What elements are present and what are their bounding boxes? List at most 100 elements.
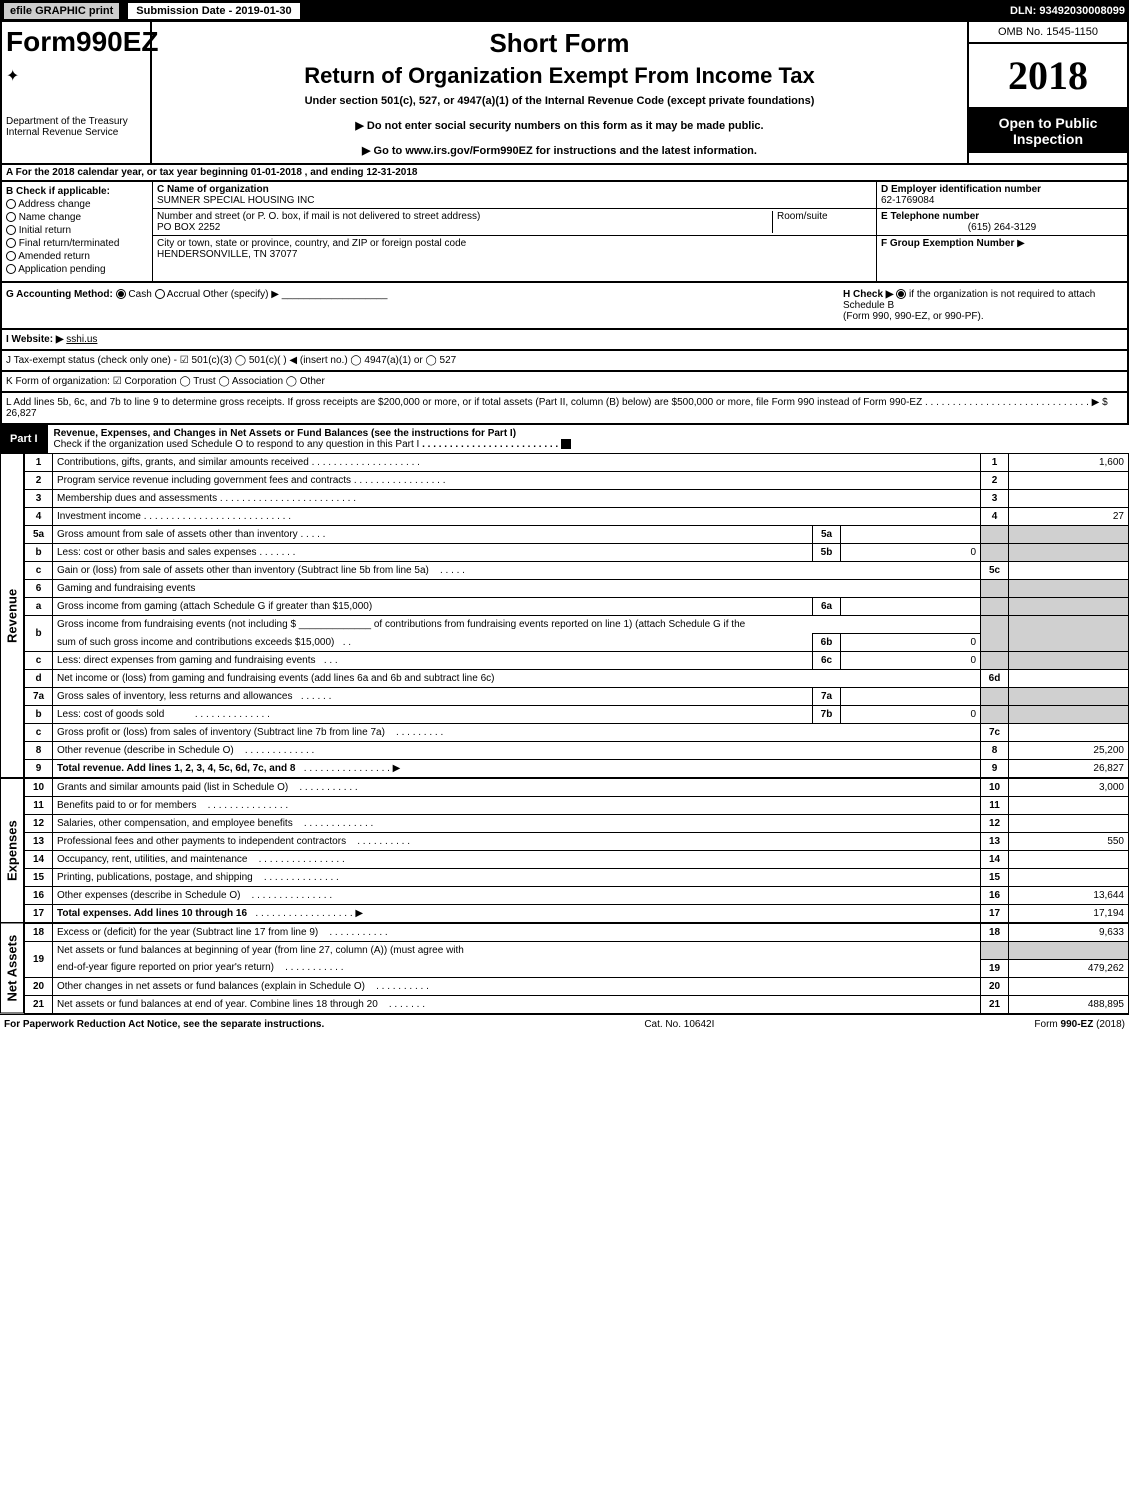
- l4-rval: 27: [1009, 508, 1129, 526]
- ein-box: D Employer identification number 62-1769…: [877, 182, 1127, 209]
- other-label: Other (specify) ▶: [203, 289, 279, 300]
- l15-rnum: 15: [981, 869, 1009, 887]
- l7a-shaded: [981, 688, 1009, 706]
- h-label: H Check ▶: [843, 289, 893, 300]
- line-19-2: end-of-year figure reported on prior yea…: [25, 959, 1129, 977]
- line-17: 17Total expenses. Add lines 10 through 1…: [25, 905, 1129, 923]
- l19-shaded-val: [1009, 942, 1129, 960]
- l12-num: 12: [25, 815, 53, 833]
- l12-desc: Salaries, other compensation, and employ…: [53, 815, 981, 833]
- l6c-desc: Less: direct expenses from gaming and fu…: [53, 652, 813, 670]
- footer-left: For Paperwork Reduction Act Notice, see …: [4, 1019, 324, 1030]
- line-19-1: 19Net assets or fund balances at beginni…: [25, 942, 1129, 960]
- l6-num: 6: [25, 580, 53, 598]
- l19-rnum: 19: [981, 959, 1009, 977]
- l14-rnum: 14: [981, 851, 1009, 869]
- l6a-shaded: [981, 598, 1009, 616]
- l16-num: 16: [25, 887, 53, 905]
- g-label: G Accounting Method:: [6, 289, 113, 300]
- l6d-rval: [1009, 670, 1129, 688]
- line-8: 8Other revenue (describe in Schedule O) …: [25, 742, 1129, 760]
- l13-rnum: 13: [981, 833, 1009, 851]
- ein-value: 62-1769084: [881, 195, 934, 206]
- l19-num: 19: [25, 942, 53, 978]
- website-value[interactable]: sshi.us: [66, 334, 97, 345]
- dept-info: Department of the Treasury Internal Reve…: [6, 116, 146, 138]
- line-5a: 5aGross amount from sale of assets other…: [25, 526, 1129, 544]
- top-bar: efile GRAPHIC print Submission Date - 20…: [0, 0, 1129, 22]
- l3-num: 3: [25, 490, 53, 508]
- l21-rval: 488,895: [1009, 995, 1129, 1013]
- l6a-mval: [841, 598, 981, 616]
- l6-shaded: [981, 580, 1009, 598]
- revenue-table: 1Contributions, gifts, grants, and simil…: [24, 453, 1129, 778]
- l20-rnum: 20: [981, 977, 1009, 995]
- header-right: OMB No. 1545-1150 2018 Open to Public In…: [967, 22, 1127, 163]
- line-1: 1Contributions, gifts, grants, and simil…: [25, 454, 1129, 472]
- section-b: B Check if applicable: Address change Na…: [0, 182, 1129, 283]
- amended-return-checkbox[interactable]: Amended return: [6, 251, 148, 262]
- address-change-checkbox[interactable]: Address change: [6, 199, 148, 210]
- l7b-mval: 0: [841, 706, 981, 724]
- l11-desc: Benefits paid to or for members . . . . …: [53, 797, 981, 815]
- l18-num: 18: [25, 924, 53, 942]
- dept-label: Department of the Treasury: [6, 116, 146, 127]
- l19-rval: 479,262: [1009, 959, 1129, 977]
- l-text: L Add lines 5b, 6c, and 7b to line 9 to …: [6, 397, 922, 408]
- org-info: C Name of organization SUMNER SPECIAL HO…: [152, 182, 877, 281]
- l19-desc2: end-of-year figure reported on prior yea…: [53, 959, 981, 977]
- l4-num: 4: [25, 508, 53, 526]
- l10-rnum: 10: [981, 779, 1009, 797]
- h-checkbox[interactable]: [896, 289, 906, 299]
- l8-num: 8: [25, 742, 53, 760]
- application-pending-checkbox[interactable]: Application pending: [6, 264, 148, 275]
- initial-return-checkbox[interactable]: Initial return: [6, 225, 148, 236]
- line-7c: cGross profit or (loss) from sales of in…: [25, 724, 1129, 742]
- line-13: 13Professional fees and other payments t…: [25, 833, 1129, 851]
- l17-rval: 17,194: [1009, 905, 1129, 923]
- form-number: Form990EZ: [6, 26, 146, 58]
- l18-rval: 9,633: [1009, 924, 1129, 942]
- l5a-mval: [841, 526, 981, 544]
- l8-rval: 25,200: [1009, 742, 1129, 760]
- l6c-mval: 0: [841, 652, 981, 670]
- line-21: 21Net assets or fund balances at end of …: [25, 995, 1129, 1013]
- do-not-enter-text: Do not enter social security numbers on …: [367, 120, 764, 132]
- expenses-side-label: Expenses: [0, 778, 24, 923]
- footer-right: Form 990-EZ (2018): [1034, 1019, 1125, 1030]
- accrual-label: Accrual: [167, 289, 200, 300]
- line-14: 14Occupancy, rent, utilities, and mainte…: [25, 851, 1129, 869]
- c-label: C Name of organization: [157, 184, 269, 195]
- irs-logo-icon: ✦: [6, 66, 146, 86]
- netassets-section: Net Assets 18Excess or (deficit) for the…: [0, 923, 1129, 1014]
- form-num-text: 990EZ: [76, 26, 159, 57]
- l6-shaded-val: [1009, 580, 1129, 598]
- part1-checkbox[interactable]: [561, 439, 571, 449]
- l12-rnum: 12: [981, 815, 1009, 833]
- name-change-checkbox[interactable]: Name change: [6, 212, 148, 223]
- l20-desc: Other changes in net assets or fund bala…: [53, 977, 981, 995]
- l17-rnum: 17: [981, 905, 1009, 923]
- l6a-mnum: 6a: [813, 598, 841, 616]
- revenue-section: Revenue 1Contributions, gifts, grants, a…: [0, 453, 1129, 778]
- cash-radio[interactable]: [116, 289, 126, 299]
- name-change-label: Name change: [19, 212, 81, 223]
- accrual-radio[interactable]: [155, 289, 165, 299]
- l9-num: 9: [25, 760, 53, 778]
- f-arrow: ▶: [1017, 238, 1025, 249]
- part1-check-text: Check if the organization used Schedule …: [54, 439, 420, 450]
- expenses-table: 10Grants and similar amounts paid (list …: [24, 778, 1129, 923]
- l7c-num: c: [25, 724, 53, 742]
- l7a-shaded-val: [1009, 688, 1129, 706]
- l6b-num: b: [25, 616, 53, 652]
- main-title: Return of Organization Exempt From Incom…: [158, 63, 961, 89]
- efile-print-button[interactable]: efile GRAPHIC print: [4, 3, 119, 19]
- l7c-desc: Gross profit or (loss) from sales of inv…: [53, 724, 981, 742]
- l14-num: 14: [25, 851, 53, 869]
- final-return-checkbox[interactable]: Final return/terminated: [6, 238, 148, 249]
- l3-rval: [1009, 490, 1129, 508]
- l5b-desc: Less: cost or other basis and sales expe…: [53, 544, 813, 562]
- l14-rval: [1009, 851, 1129, 869]
- l6d-desc: Net income or (loss) from gaming and fun…: [53, 670, 981, 688]
- l7b-shaded: [981, 706, 1009, 724]
